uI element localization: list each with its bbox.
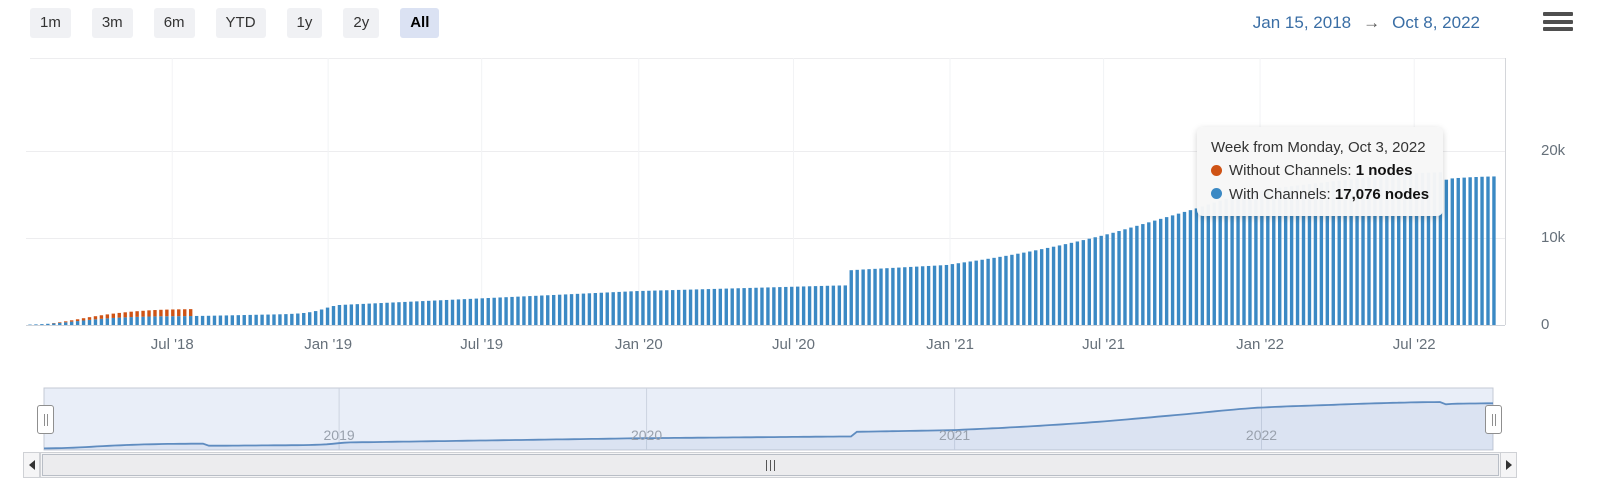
y-axis-label: 20k xyxy=(1541,142,1566,159)
x-axis-label: Jan '21 xyxy=(926,336,974,353)
bars-with-channels[interactable] xyxy=(28,172,1496,326)
tooltip-row-with-channels: With Channels: 17,076 nodes xyxy=(1211,183,1429,206)
tooltip-series-value: 17,076 nodes xyxy=(1334,185,1430,203)
arrow-right-icon: → xyxy=(1363,13,1381,32)
navigator-year-label: 2020 xyxy=(630,427,663,443)
range-button-6m[interactable]: 6m xyxy=(153,8,195,38)
navigator-series-area xyxy=(44,402,1493,450)
scrollbar-left-arrow[interactable] xyxy=(23,452,40,478)
navigator-handle-right[interactable] xyxy=(1485,405,1502,434)
range-button-1m[interactable]: 1m xyxy=(30,8,71,38)
range-button-1y[interactable]: 1y xyxy=(286,8,323,38)
range-button-2y[interactable]: 2y xyxy=(343,8,380,38)
x-axis-label: Jan '22 xyxy=(1236,336,1285,353)
tooltip-series-value: 1 nodes xyxy=(1355,162,1413,180)
scrollbar-thumb[interactable] xyxy=(42,454,1499,476)
navigator-year-label: 2021 xyxy=(939,427,971,443)
series-marker-with-channels xyxy=(1211,188,1222,199)
chart-tooltip: Week from Monday, Oct 3, 2022 Without Ch… xyxy=(1197,127,1444,216)
date-to[interactable]: Oct 8, 2022 xyxy=(1392,13,1480,32)
right-triangle-icon xyxy=(1505,460,1512,470)
tooltip-row-without-channels: Without Channels: 1 nodes xyxy=(1211,159,1429,182)
range-button-ytd[interactable]: YTD xyxy=(215,8,266,38)
tooltip-title: Week from Monday, Oct 3, 2022 xyxy=(1211,139,1426,156)
left-triangle-icon xyxy=(28,460,35,470)
x-axis-label: Jul '18 xyxy=(150,336,194,353)
bars-without-channels[interactable] xyxy=(52,309,193,324)
y-axis-label: 10k xyxy=(1541,229,1566,246)
x-axis-label: Jan '19 xyxy=(304,336,353,353)
x-axis-label: Jan '20 xyxy=(614,336,663,353)
navigator-series-line xyxy=(43,401,1493,450)
range-button-all[interactable]: All xyxy=(400,8,440,38)
scrollbar-grip-icon xyxy=(765,459,776,471)
y-axis-label: 0 xyxy=(1541,316,1550,333)
tooltip-series-label: With Channels: xyxy=(1229,185,1331,203)
scrollbar-right-arrow[interactable] xyxy=(1500,452,1517,478)
x-axis-label: Jul '20 xyxy=(772,336,815,353)
date-from[interactable]: Jan 15, 2018 xyxy=(1252,13,1352,32)
context-menu-icon[interactable] xyxy=(1543,12,1573,35)
date-range: Jan 15, 2018 → Oct 8, 2022 xyxy=(1253,13,1480,33)
navigator-handle-left[interactable] xyxy=(37,405,54,434)
series-marker-without-channels xyxy=(1211,164,1222,176)
navigator-year-label: 2019 xyxy=(323,427,355,443)
range-selector: 1m 3m 6m YTD 1y 2y All xyxy=(30,8,440,38)
navigator-area[interactable] xyxy=(43,387,1494,451)
range-button-3m[interactable]: 3m xyxy=(91,8,133,38)
navigator-year-label: 2022 xyxy=(1245,427,1278,443)
x-axis-label: Jul '21 xyxy=(1082,336,1125,353)
x-axis-label: Jul '22 xyxy=(1392,336,1436,353)
x-axis-label: Jul '19 xyxy=(460,336,504,353)
tooltip-series-label: Without Channels: xyxy=(1229,162,1352,180)
